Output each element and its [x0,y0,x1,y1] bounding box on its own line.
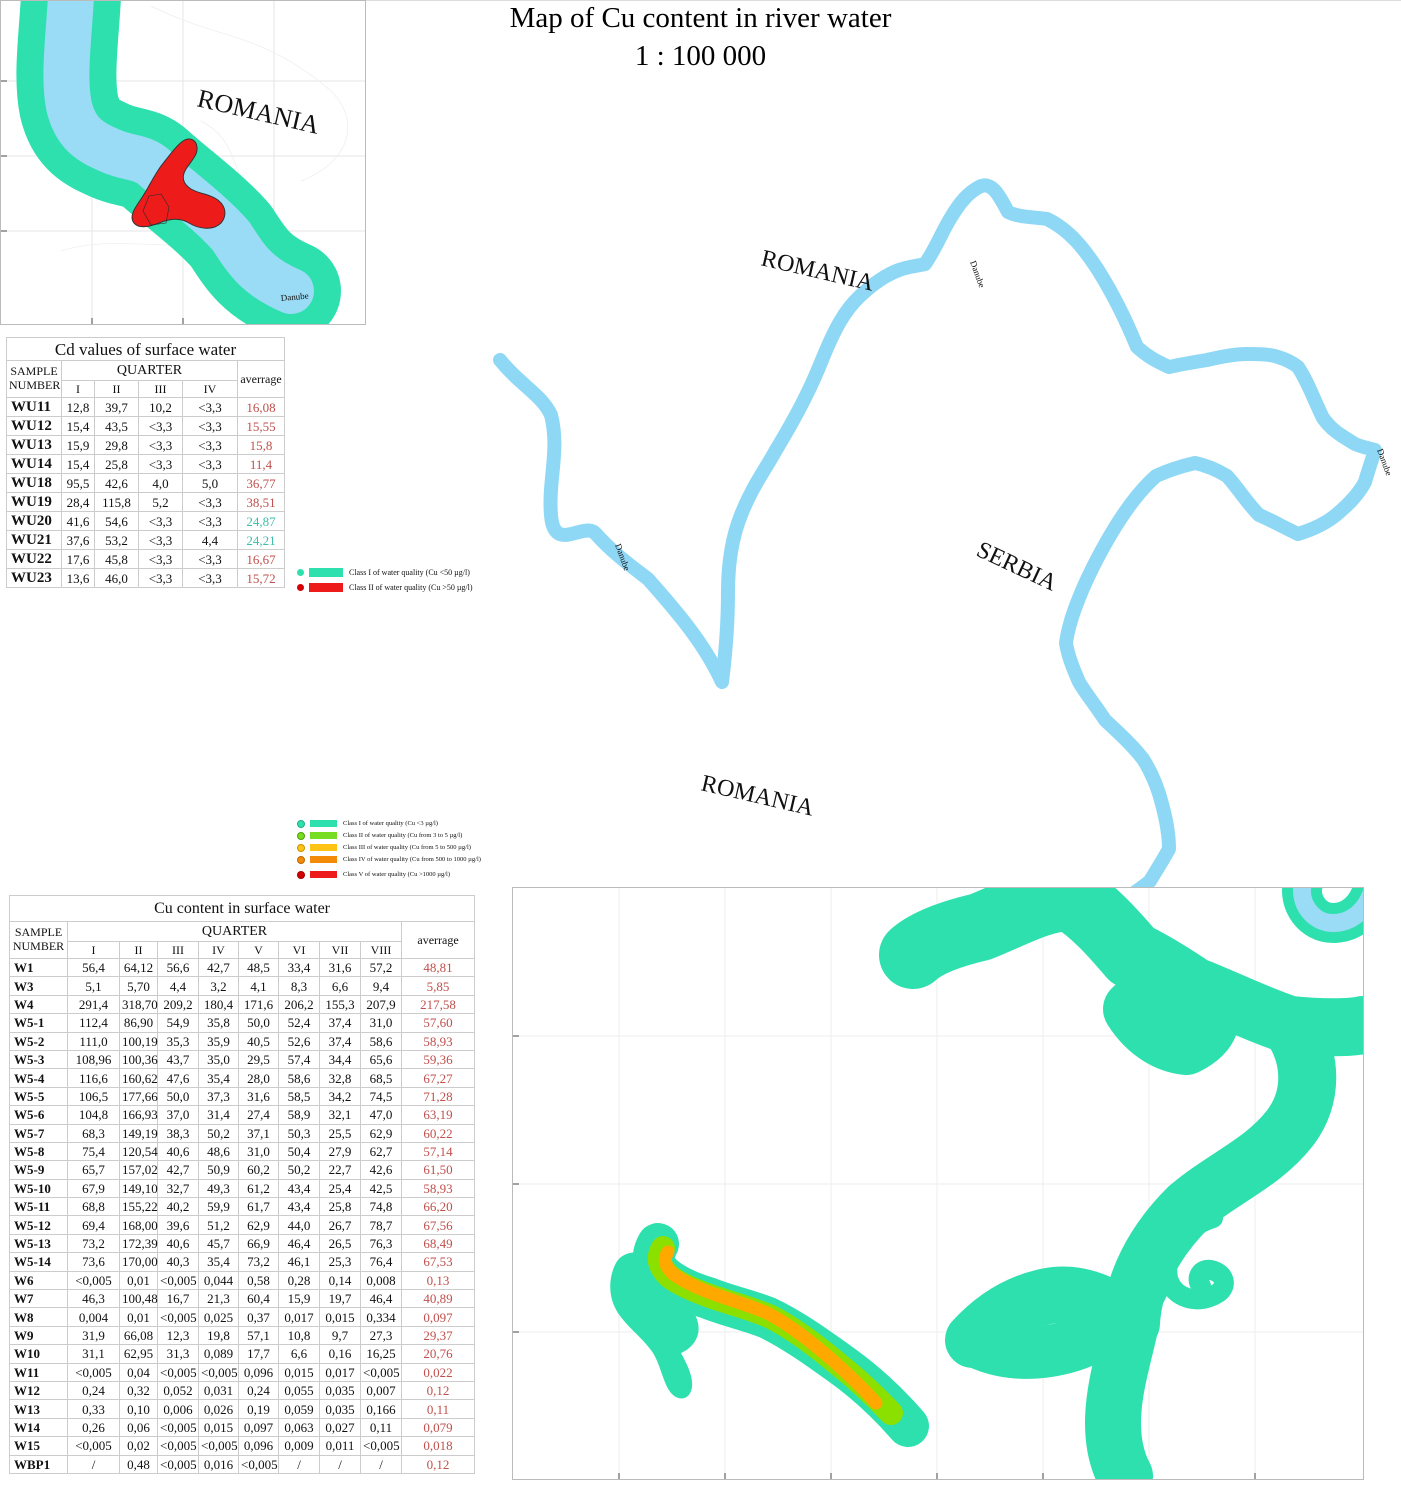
svg-text:ROMANIA: ROMANIA [759,246,877,297]
svg-text:ROMANIA: ROMANIA [699,771,817,822]
svg-text:SERBIA: SERBIA [972,537,1061,597]
svg-text:Danube: Danube [968,259,987,289]
